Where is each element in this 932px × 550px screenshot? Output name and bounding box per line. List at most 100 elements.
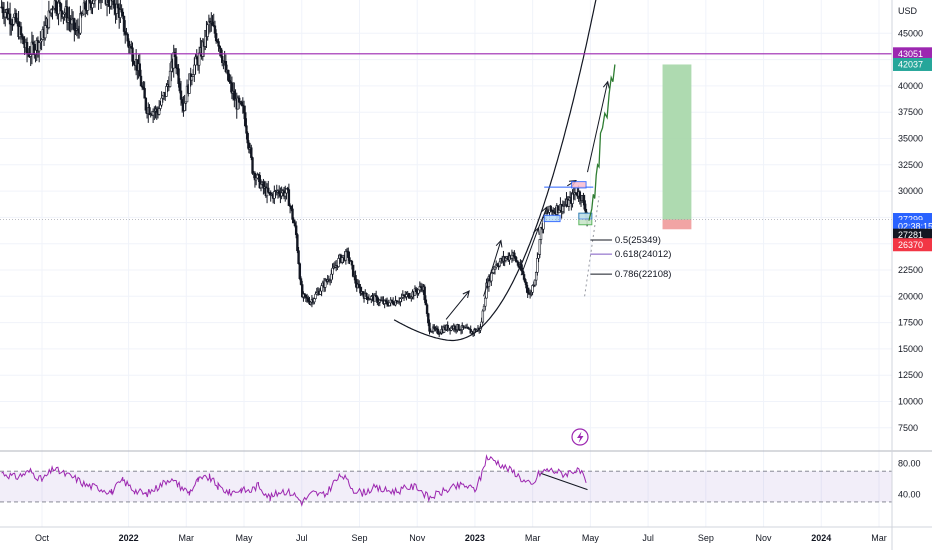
candle-body: [93, 0, 97, 2]
candle-body: [68, 17, 71, 22]
candle-body: [436, 328, 440, 334]
candle-body: [290, 206, 293, 210]
time-tick-label: Nov: [409, 533, 426, 543]
target-zone: [662, 64, 692, 220]
candle-body: [138, 63, 141, 77]
candle-body: [122, 15, 126, 32]
time-axis[interactable]: Oct 2022 Mar May Jul Sep Nov 2023 Mar May Jul Sep No…: [35, 533, 887, 543]
candle-body: [245, 125, 248, 134]
candle-body: [218, 45, 221, 49]
lightning-icon[interactable]: [571, 428, 589, 446]
candle-body: [567, 199, 571, 207]
price-tick-label: 45000: [898, 28, 923, 38]
candle-body: [105, 0, 109, 5]
candle-body: [556, 205, 560, 214]
candle-body: [37, 42, 41, 52]
candle-body: [277, 190, 281, 194]
candle-body: [157, 108, 161, 115]
candle-body: [301, 284, 304, 298]
candle-body: [533, 279, 537, 286]
candle-body: [348, 257, 351, 261]
candle-body: [44, 25, 47, 39]
candle-body: [213, 25, 217, 34]
candle-body: [425, 304, 429, 314]
time-tick-label: Oct: [35, 533, 50, 543]
candle-body: [111, 0, 115, 2]
candle-body: [121, 11, 125, 17]
projection-dashed: [584, 196, 600, 297]
candle-body: [273, 191, 276, 199]
candle-body: [107, 0, 110, 4]
time-tick-label: 2022: [119, 533, 139, 543]
candle-body: [181, 99, 184, 104]
entry-box-upper: [578, 212, 593, 220]
candle-body: [287, 189, 291, 206]
time-tick-label: Mar: [179, 533, 195, 543]
price-tick-label: 32500: [898, 160, 923, 170]
price-tick-label: 15000: [898, 344, 923, 354]
candle-body: [174, 56, 178, 69]
candle-body: [47, 10, 51, 28]
fib-label: 0.618(24012): [615, 249, 672, 260]
candle-body: [513, 252, 516, 257]
candle-body: [91, 3, 94, 9]
candle-body: [351, 264, 355, 277]
candle-body: [214, 33, 218, 42]
price-badge-label: 43051: [898, 49, 923, 59]
candle-body: [320, 285, 323, 292]
candle-body: [86, 0, 89, 11]
candle-body: [291, 208, 294, 220]
price-tick-label: 20000: [898, 291, 923, 301]
candle-body: [161, 95, 165, 99]
price-badge-label: 02:38:15: [898, 221, 932, 231]
candle-body: [583, 200, 586, 210]
candle-body: [193, 64, 196, 75]
time-tick-label: Nov: [756, 533, 773, 543]
candle-body: [70, 19, 74, 25]
candle-body: [558, 209, 561, 214]
time-tick-label: Jul: [296, 533, 308, 543]
candle-body: [250, 147, 253, 158]
candle-body: [168, 70, 172, 87]
candle-body: [113, 0, 116, 9]
price-badge: [893, 57, 932, 71]
time-tick-label: 2023: [465, 533, 485, 543]
candle-body: [110, 0, 114, 2]
candle-body: [482, 305, 486, 312]
candle-body: [561, 205, 565, 212]
candle-body: [190, 76, 194, 81]
candle-body: [1, 6, 5, 14]
candle-body: [104, 0, 108, 5]
candle-body: [155, 108, 158, 113]
time-tick-label: Jul: [642, 533, 654, 543]
candle-body: [177, 68, 180, 84]
time-tick-label: May: [236, 533, 254, 543]
candle-body: [197, 52, 201, 66]
candle-body: [191, 74, 195, 77]
candle-body: [179, 90, 183, 100]
candle-body: [365, 293, 368, 298]
candle-body: [385, 301, 389, 305]
candle-body: [165, 86, 168, 97]
time-tick-label: Mar: [525, 533, 541, 543]
candles: [0, 0, 589, 338]
drawings[interactable]: [393, 0, 616, 342]
candle-body: [578, 191, 582, 199]
price-badge-label: 26370: [898, 240, 923, 250]
candle-body: [62, 13, 65, 18]
horizontal-lines[interactable]: [0, 53, 892, 220]
candle-body: [330, 273, 333, 281]
long-position-tool[interactable]: [662, 64, 692, 230]
candle-body: [354, 275, 357, 284]
candle-body: [178, 83, 181, 92]
rsi-lower-label: 40.00: [898, 489, 921, 499]
candle-body: [292, 219, 295, 224]
candle-body: [453, 325, 457, 330]
candle-body: [304, 294, 308, 298]
candle-body: [84, 2, 87, 10]
fibonacci-levels[interactable]: 0.5(25349) 0.618(24012) 0.786(22108): [590, 235, 671, 280]
candle-body: [280, 192, 283, 197]
candle-body: [549, 205, 552, 211]
